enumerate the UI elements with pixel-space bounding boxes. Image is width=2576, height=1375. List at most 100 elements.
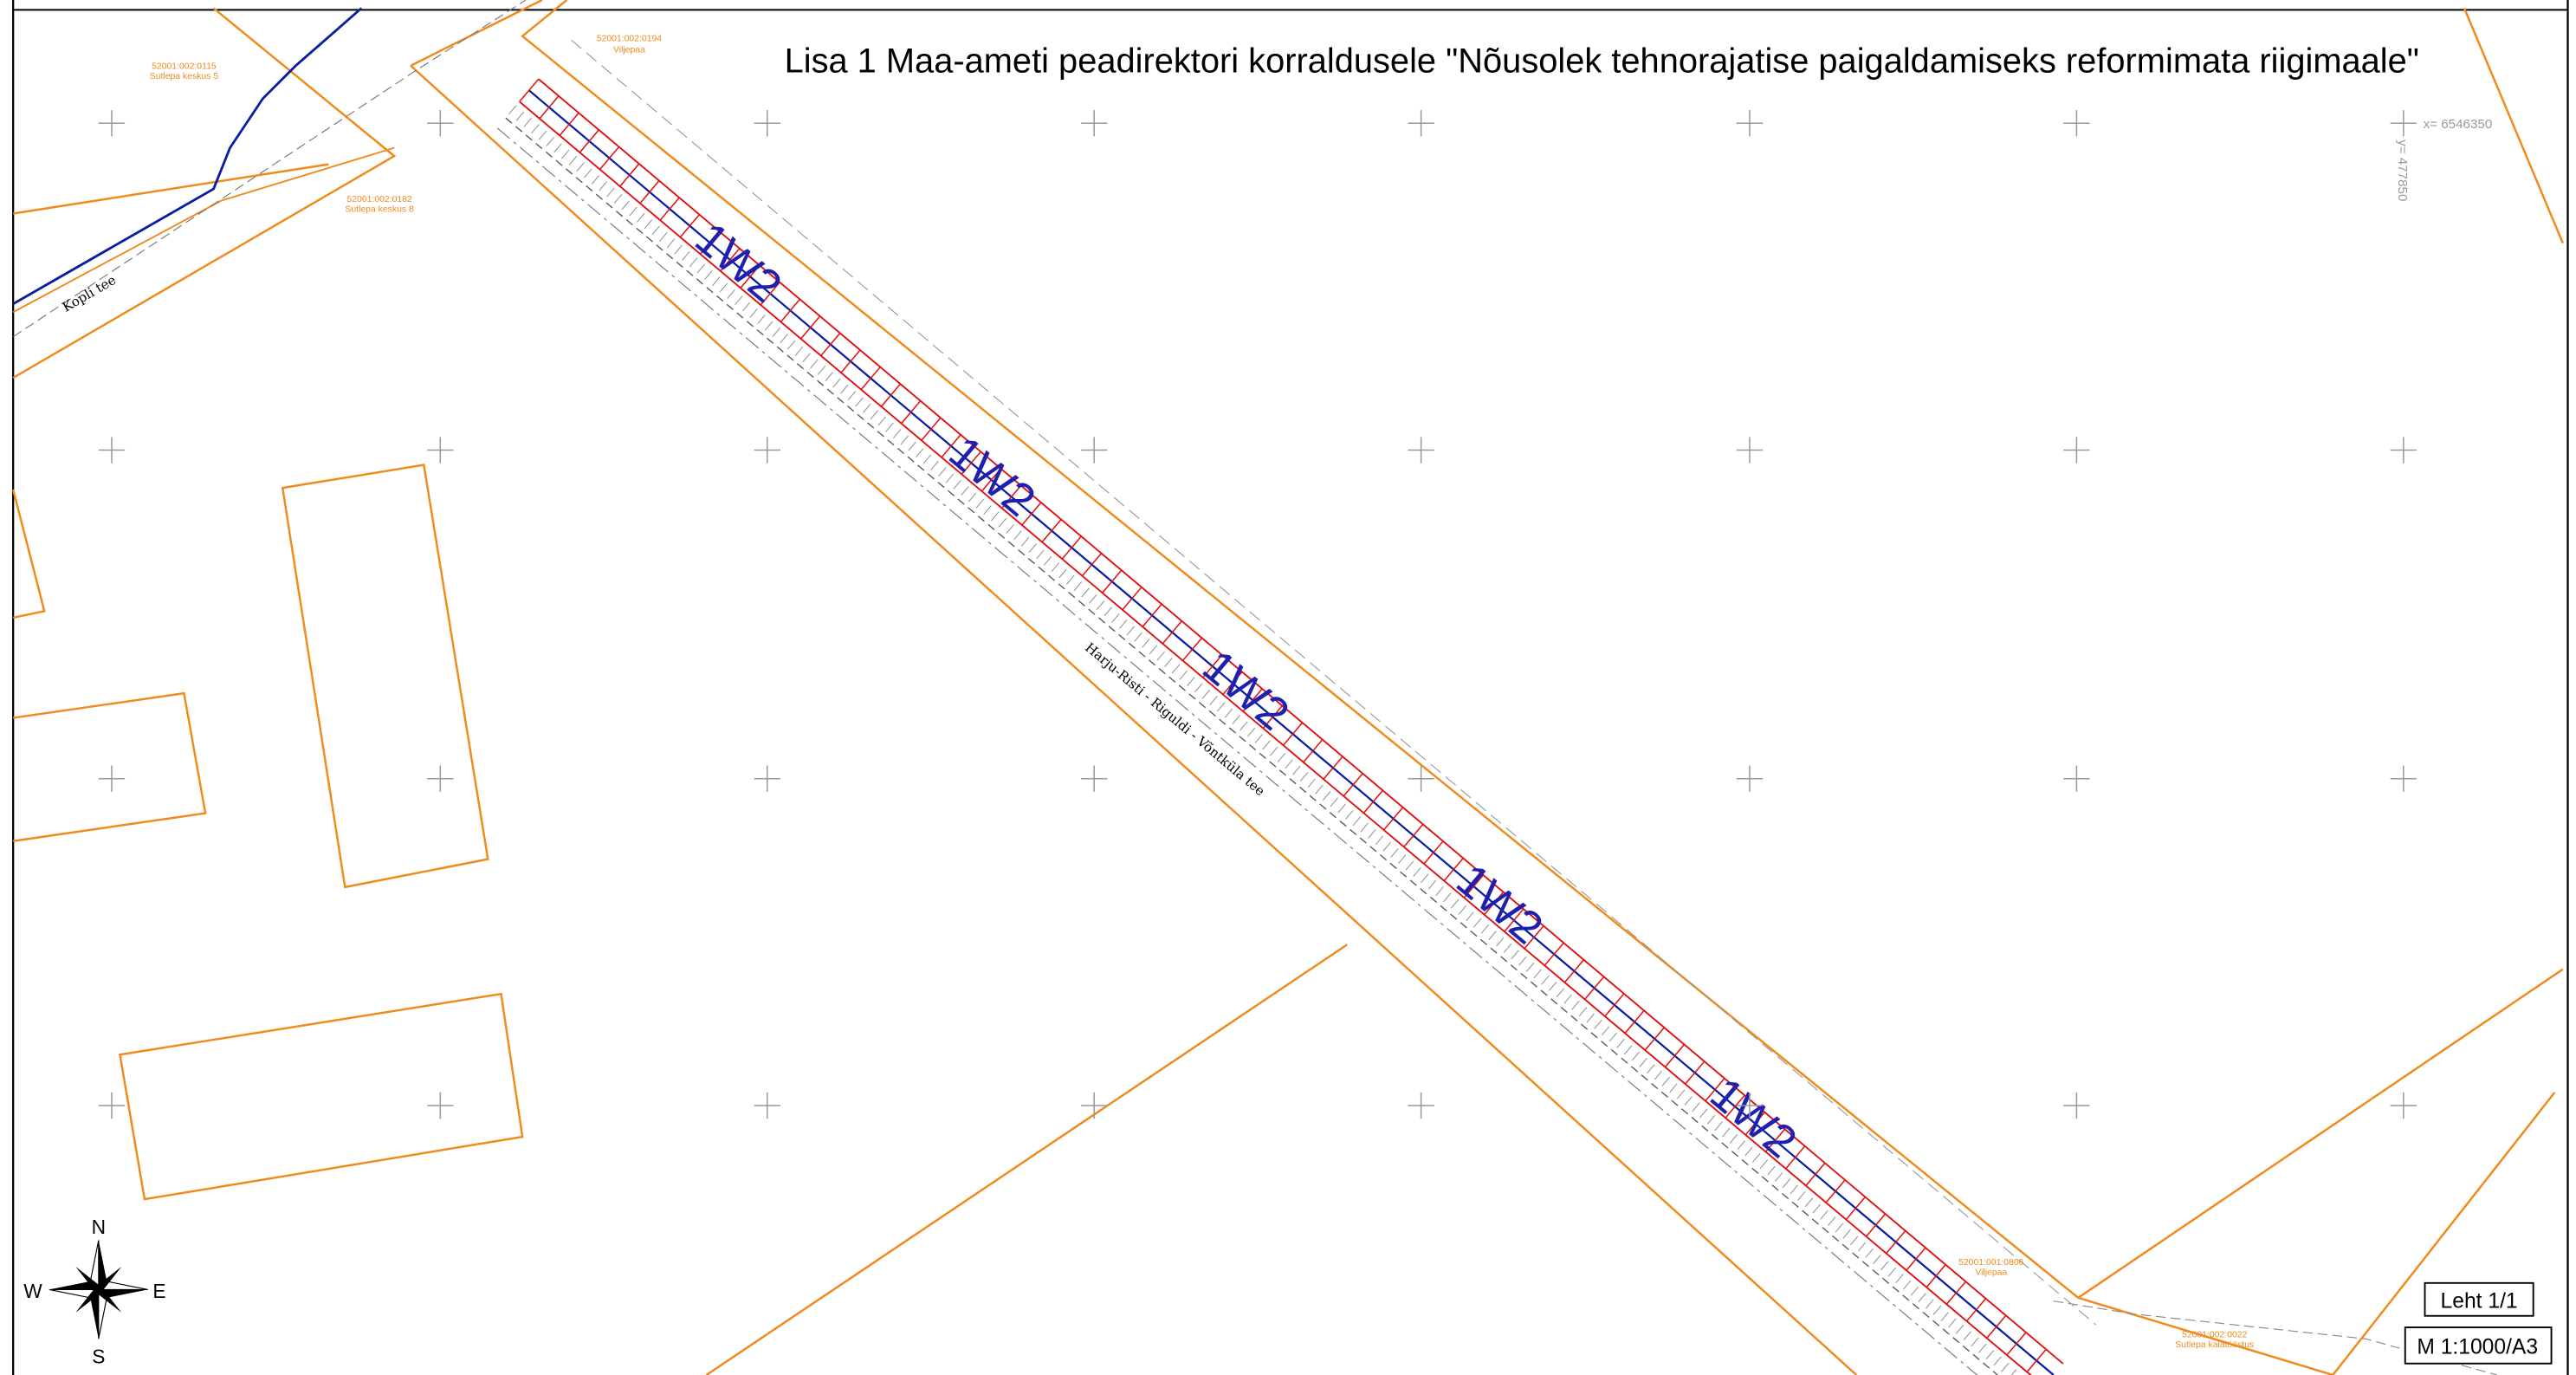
cable-tick xyxy=(640,181,659,204)
slope-hatch xyxy=(1880,1261,1888,1270)
slope-hatch xyxy=(524,118,532,126)
map-layout: 1W21W21W21W21W2 N S E W Leht 1/1 M 1:100… xyxy=(13,0,2567,1375)
cable-tick xyxy=(600,146,619,169)
cable-tick xyxy=(1906,1248,1926,1270)
slope-hatch xyxy=(1090,594,1097,603)
slope-hatch xyxy=(1624,1046,1632,1054)
slope-hatch xyxy=(765,321,773,330)
slope-hatch xyxy=(675,245,683,254)
cable-tick xyxy=(1967,1299,1986,1321)
slope-hatch xyxy=(1112,613,1120,622)
map-scale: M 1:1000/A3 xyxy=(2417,1335,2538,1359)
cable-tick xyxy=(560,113,579,135)
slope-hatch xyxy=(840,385,848,393)
slope-hatch xyxy=(1632,1052,1640,1060)
slope-hatch xyxy=(1149,645,1157,654)
slope-hatch xyxy=(1308,779,1316,788)
slope-hatch xyxy=(1798,1191,1806,1200)
cable-tick xyxy=(520,79,539,101)
cable-tick xyxy=(680,215,699,237)
cable-tick xyxy=(1826,1180,1845,1203)
slope-hatch xyxy=(1421,874,1428,883)
cable-tick xyxy=(1686,1061,1705,1084)
slope-hatch xyxy=(1685,1096,1693,1105)
coordinate-x: x= 6546350 xyxy=(2424,117,2493,132)
slope-hatch xyxy=(1790,1185,1798,1194)
slope-hatch xyxy=(539,131,547,139)
slope-hatch xyxy=(787,341,795,349)
slope-hatch xyxy=(1926,1300,1934,1308)
slope-hatch xyxy=(652,226,660,235)
road-edge xyxy=(572,40,2096,1325)
slope-hatch xyxy=(1813,1204,1821,1213)
slope-hatch xyxy=(1052,562,1059,571)
slope-hatch xyxy=(607,188,615,197)
compass-n: N xyxy=(92,1216,106,1238)
parcel-id: 52001:002:0022 xyxy=(2182,1330,2248,1339)
slope-hatch xyxy=(1843,1229,1851,1238)
parcel-id: 52001:001:0806 xyxy=(1958,1258,2024,1268)
compass-w: W xyxy=(23,1280,42,1302)
cable-tick xyxy=(620,164,639,186)
slope-hatch xyxy=(1933,1306,1941,1314)
slope-hatch xyxy=(1345,810,1353,819)
slope-hatch xyxy=(1776,1172,1783,1181)
cable-tick xyxy=(660,198,679,220)
map-title: Lisa 1 Maa-ameti peadirektori korralduse… xyxy=(785,42,2419,80)
parcel-id: 52001:002:0115 xyxy=(152,62,217,72)
slope-hatch xyxy=(1330,798,1338,807)
slope-hatch xyxy=(1369,829,1376,838)
slope-hatch xyxy=(864,404,871,412)
slope-hatch xyxy=(1104,607,1112,616)
slope-hatch xyxy=(1835,1223,1843,1232)
cable-tick xyxy=(902,401,921,424)
slope-hatch xyxy=(1338,804,1346,813)
slope-hatch xyxy=(1549,982,1557,990)
cable-tick xyxy=(1946,1281,1965,1304)
cable-tick xyxy=(1665,1045,1684,1067)
slope-hatch xyxy=(1519,957,1527,965)
slope-hatch xyxy=(1180,671,1188,679)
slope-hatch xyxy=(818,366,825,374)
slope-hatch xyxy=(1858,1242,1866,1251)
cable-tick xyxy=(2027,1349,2046,1372)
slope-hatch xyxy=(1428,880,1436,889)
sheet-number: Leht 1/1 xyxy=(2441,1289,2518,1313)
slope-hatch xyxy=(1436,886,1444,895)
slope-hatch xyxy=(773,328,780,336)
slope-hatch xyxy=(795,347,803,355)
slope-hatch xyxy=(1971,1338,1979,1346)
slope-hatch xyxy=(592,175,599,184)
slope-hatch xyxy=(1074,581,1082,590)
slope-hatch xyxy=(856,398,864,406)
slope-hatch xyxy=(1783,1179,1790,1188)
slope-hatch xyxy=(1037,550,1045,559)
slope-hatch xyxy=(1557,989,1564,997)
cable-tick xyxy=(1343,774,1362,796)
slope-hatch xyxy=(1285,760,1293,769)
slope-hatch xyxy=(1911,1287,1919,1295)
slope-hatch xyxy=(1805,1198,1813,1207)
slope-hatch xyxy=(803,353,811,362)
slope-hatch xyxy=(1142,639,1150,647)
slope-hatch xyxy=(878,417,886,425)
slope-hatch xyxy=(1647,1065,1655,1073)
slope-hatch xyxy=(1323,791,1330,800)
slope-hatch xyxy=(1949,1319,1957,1327)
cable-tick xyxy=(1162,621,1181,644)
cable-tick xyxy=(1042,520,1061,542)
page: 1W21W21W21W21W2 N S E W Leht 1/1 M 1:100… xyxy=(0,0,2576,1375)
slope-hatch xyxy=(1572,1001,1580,1009)
cable-tick xyxy=(1806,1163,1825,1185)
slope-hatch xyxy=(1406,861,1414,870)
road-edge xyxy=(497,128,2022,1375)
slope-hatch xyxy=(1044,556,1052,565)
slope-hatch xyxy=(1059,569,1067,578)
cable-tick xyxy=(1142,604,1162,626)
slope-hatch xyxy=(1316,785,1324,794)
cable-tick xyxy=(1183,638,1202,660)
slope-hatch xyxy=(547,137,554,146)
slope-hatch xyxy=(577,163,585,172)
slope-hatch xyxy=(833,379,841,387)
slope-hatch xyxy=(1587,1014,1595,1022)
